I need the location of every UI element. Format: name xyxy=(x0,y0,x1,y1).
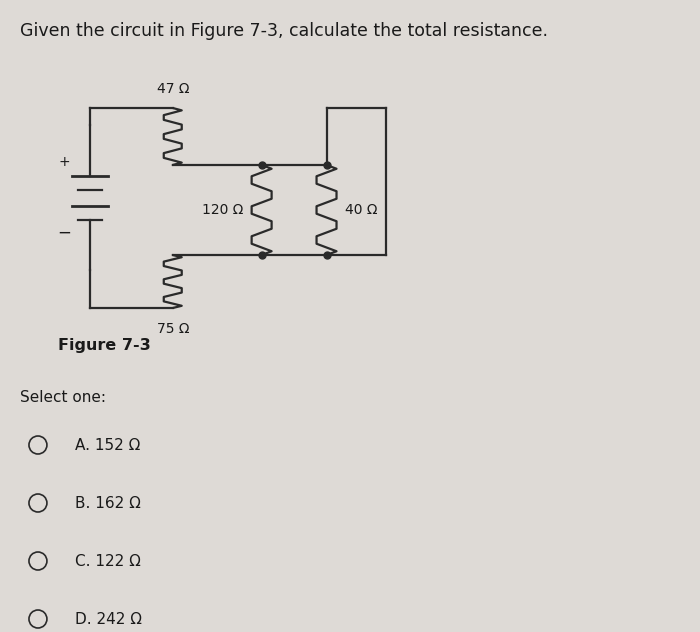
Text: A. 152 Ω: A. 152 Ω xyxy=(75,437,140,453)
Text: Select one:: Select one: xyxy=(20,390,106,405)
Text: C. 122 Ω: C. 122 Ω xyxy=(75,554,141,569)
Text: Given the circuit in Figure 7-3, calculate the total resistance.: Given the circuit in Figure 7-3, calcula… xyxy=(20,22,548,40)
Text: 120 Ω: 120 Ω xyxy=(202,203,244,217)
Text: −: − xyxy=(57,224,71,241)
Text: +: + xyxy=(58,155,70,169)
Text: D. 242 Ω: D. 242 Ω xyxy=(75,612,142,626)
Text: 47 Ω: 47 Ω xyxy=(157,82,189,96)
Text: 40 Ω: 40 Ω xyxy=(344,203,377,217)
Text: B. 162 Ω: B. 162 Ω xyxy=(75,495,141,511)
Text: 75 Ω: 75 Ω xyxy=(157,322,189,336)
Text: Figure 7-3: Figure 7-3 xyxy=(58,338,150,353)
